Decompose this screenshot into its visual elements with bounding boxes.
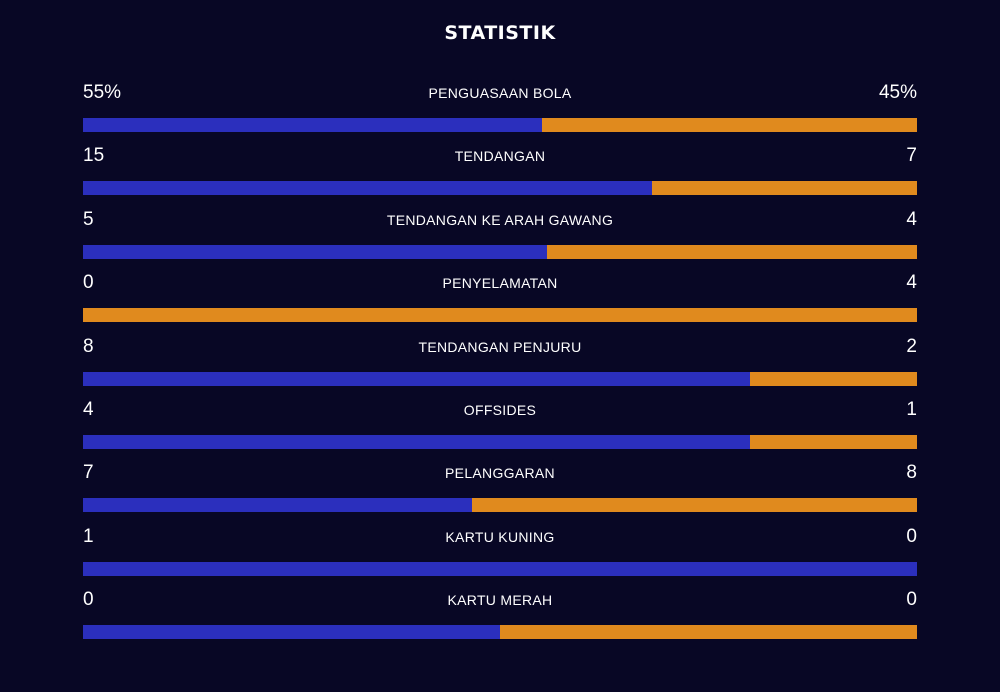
away-value: 2 bbox=[906, 335, 917, 357]
away-bar-fill bbox=[472, 498, 917, 513]
stat-head: 8 TENDANGAN PENJURU 2 bbox=[83, 334, 917, 362]
stat-label: TENDANGAN KE ARAH GAWANG bbox=[386, 211, 614, 228]
stat-head: 0 PENYELAMATAN 4 bbox=[83, 270, 917, 298]
comparison-bar bbox=[83, 118, 917, 132]
stat-label: TENDANGAN bbox=[454, 148, 546, 165]
away-bar-fill bbox=[500, 625, 917, 640]
stat-row-shots: 15 TENDANGAN 7 bbox=[83, 143, 917, 206]
stat-row-shots-on-target: 5 TENDANGAN KE ARAH GAWANG 4 bbox=[83, 207, 917, 270]
home-value: 7 bbox=[83, 462, 94, 484]
home-bar-fill bbox=[83, 434, 751, 449]
stat-head: 1 KARTU KUNING 0 bbox=[83, 524, 917, 552]
stat-label: KARTU MERAH bbox=[447, 592, 553, 609]
panel-title: STATISTIK bbox=[444, 22, 556, 44]
home-value: 0 bbox=[83, 272, 94, 294]
stat-label: TENDANGAN PENJURU bbox=[418, 338, 582, 355]
away-value: 4 bbox=[906, 272, 917, 294]
home-bar-fill bbox=[83, 371, 751, 386]
stat-label: PENGUASAAN BOLA bbox=[428, 85, 572, 101]
home-bar-fill bbox=[83, 561, 917, 576]
stat-row-saves: 0 PENYELAMATAN 4 bbox=[83, 270, 917, 333]
stat-row-yellow-cards: 1 KARTU KUNING 0 bbox=[83, 524, 917, 587]
away-bar-fill bbox=[750, 434, 917, 449]
away-value: 1 bbox=[906, 398, 917, 420]
comparison-bar bbox=[83, 498, 917, 513]
home-value: 5 bbox=[83, 208, 94, 230]
stat-head: 4 OFFSIDES 1 bbox=[83, 397, 917, 425]
home-value: 4 bbox=[83, 398, 94, 420]
home-value: 0 bbox=[83, 589, 94, 611]
home-bar-fill bbox=[83, 118, 542, 132]
away-bar-fill bbox=[750, 371, 917, 386]
away-bar-fill bbox=[546, 244, 917, 259]
home-value: 55% bbox=[83, 82, 122, 103]
stat-head: 15 TENDANGAN 7 bbox=[83, 143, 917, 171]
stat-row-fouls: 7 PELANGGARAN 8 bbox=[83, 460, 917, 523]
away-value: 45% bbox=[878, 82, 917, 103]
away-value: 7 bbox=[906, 145, 917, 167]
stat-label: PELANGGARAN bbox=[445, 465, 555, 482]
home-value: 1 bbox=[83, 525, 94, 547]
stat-label: PENYELAMATAN bbox=[442, 275, 558, 292]
comparison-bar bbox=[83, 308, 917, 323]
away-value: 0 bbox=[906, 589, 917, 611]
comparison-bar bbox=[83, 561, 917, 576]
stat-row-red-cards: 0 KARTU MERAH 0 bbox=[83, 587, 917, 650]
home-bar-fill bbox=[83, 498, 473, 513]
stats-list: 55% PENGUASAAN BOLA 45% 15 TENDANGAN 7 bbox=[83, 80, 917, 651]
home-value: 15 bbox=[83, 145, 105, 167]
comparison-bar bbox=[83, 625, 917, 640]
stat-row-corners: 8 TENDANGAN PENJURU 2 bbox=[83, 334, 917, 397]
away-value: 4 bbox=[906, 208, 917, 230]
stat-head: 5 TENDANGAN KE ARAH GAWANG 4 bbox=[83, 207, 917, 235]
stat-label: OFFSIDES bbox=[463, 401, 537, 418]
comparison-bar bbox=[83, 434, 917, 449]
stat-head: 55% PENGUASAAN BOLA 45% bbox=[83, 80, 917, 108]
stat-row-offsides: 4 OFFSIDES 1 bbox=[83, 397, 917, 460]
stat-head: 0 KARTU MERAH 0 bbox=[83, 587, 917, 615]
comparison-bar bbox=[83, 371, 917, 386]
comparison-bar bbox=[83, 181, 917, 196]
home-bar-fill bbox=[83, 181, 652, 196]
comparison-bar bbox=[83, 244, 917, 259]
stat-head: 7 PELANGGARAN 8 bbox=[83, 460, 917, 488]
home-bar-fill bbox=[83, 625, 500, 640]
home-bar-fill bbox=[83, 244, 547, 259]
away-bar-fill bbox=[651, 181, 917, 196]
away-bar-fill bbox=[83, 308, 917, 323]
stat-label: KARTU KUNING bbox=[445, 528, 555, 545]
stat-row-possession: 55% PENGUASAAN BOLA 45% bbox=[83, 80, 917, 143]
away-value: 8 bbox=[906, 462, 917, 484]
home-value: 8 bbox=[83, 335, 94, 357]
away-value: 0 bbox=[906, 525, 917, 547]
away-bar-fill bbox=[541, 118, 917, 132]
